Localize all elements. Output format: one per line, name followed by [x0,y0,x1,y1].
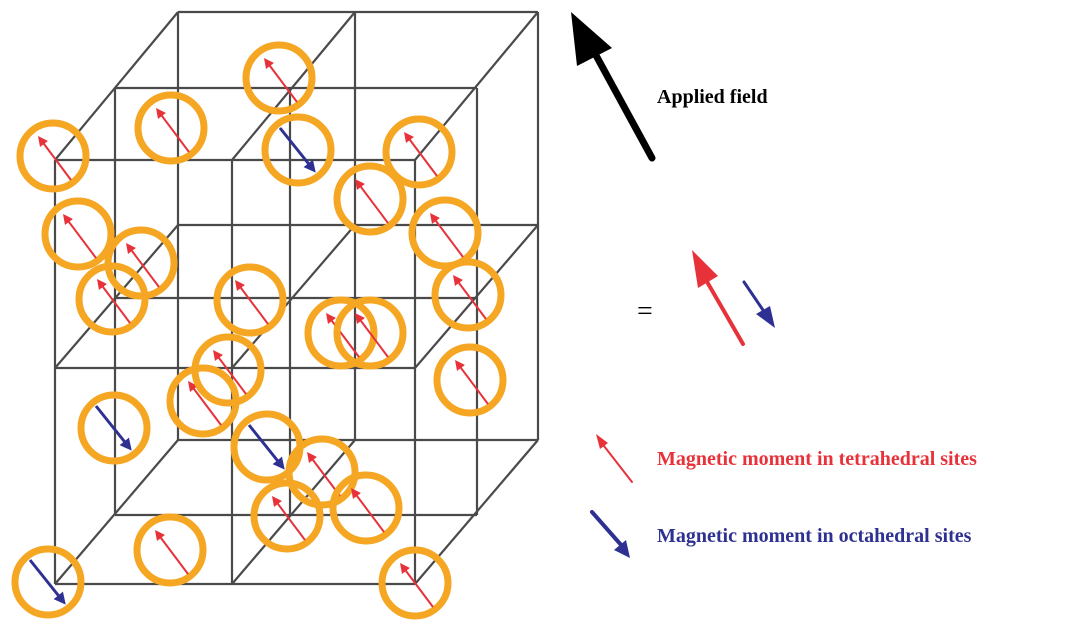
tetrahedral-site [329,471,403,545]
tetrahedral-moment-arrow [213,350,247,395]
tetrahedral-moment-arrow [351,488,385,533]
applied-field-label: Applied field [657,86,768,108]
tetrahedral-site [75,262,149,336]
tetrahedral-site [433,343,507,417]
tetrahedral-site [382,115,456,189]
site-ring [133,513,207,587]
tetrahedral-site [133,513,207,587]
tetrahedral-moment-arrow [264,58,298,103]
site-ring [333,162,407,236]
tetrahedral-moment-arrow [355,179,389,224]
tetrahedral-site [408,196,482,270]
octahedral-site [261,113,335,187]
site-ring [378,546,452,620]
tetrahedral-moment-arrow [38,136,72,181]
site-ring [433,343,507,417]
tetrahedral-site [304,296,378,370]
equals-sign: = [637,296,653,327]
tetrahedral-site [41,197,115,271]
tetrahedral-legend-arrow [596,434,633,483]
octahedral-legend-label: Magnetic moment in octahedral sites [657,525,972,547]
tetrahedral-site [285,435,359,509]
tetrahedral-moment-arrow [430,213,464,258]
tetrahedral-site [242,41,316,115]
site-ring [134,91,208,165]
octahedral-site [11,545,85,619]
site-ring [329,471,403,545]
tetrahedral-site [378,546,452,620]
site-ring [408,196,482,270]
octahedral-legend-arrow [590,510,630,558]
tetrahedral-moment-arrow [455,360,489,405]
tetrahedral-moment-arrow [453,275,487,320]
tetrahedral-moment-arrow [355,313,389,358]
site-ring [213,263,287,337]
octahedral-moment-arrow [247,424,285,470]
tetrahedral-moment-arrow [156,108,190,153]
tetrahedral-legend-label: Magnetic moment in tetrahedral sites [657,448,977,470]
applied-field-arrow [571,12,656,162]
site-ring [285,435,359,509]
site-ring [242,41,316,115]
tetrahedral-moment-arrow [155,530,189,575]
site-ring [11,545,85,619]
tetrahedral-site [191,333,265,407]
octahedral-moment-arrow [278,127,316,173]
tetrahedral-moment-arrow [126,243,160,288]
tetrahedral-moment-arrow [188,381,222,426]
lattice-sites [11,41,507,620]
octahedral-moment-arrow [28,559,66,605]
tetrahedral-site [250,479,324,553]
site-ring [191,333,265,407]
tetrahedral-site [16,119,90,193]
site-ring [431,258,505,332]
octahedral-site [77,391,151,465]
octahedral-moment-arrow [94,405,132,451]
tetrahedral-moment-arrow [400,563,434,608]
tetrahedral-site [134,91,208,165]
tetrahedral-moment-arrow [63,214,97,259]
site-ring [250,479,324,553]
site-ring [382,115,456,189]
tetrahedral-moment-arrow [97,279,131,324]
site-ring [75,262,149,336]
net-moment-arrows [692,250,775,346]
tetrahedral-site [431,258,505,332]
site-ring [16,119,90,193]
site-ring [77,391,151,465]
site-ring [333,296,407,370]
tetrahedral-moment-arrow [235,280,269,325]
tetrahedral-site [213,263,287,337]
tetrahedral-site [333,162,407,236]
tetrahedral-moment-arrow [404,132,438,177]
tetrahedral-moment-arrow [326,313,360,358]
cubic-lattice-frame [53,10,540,586]
tetrahedral-moment-arrow [272,496,306,541]
site-ring [261,113,335,187]
tetrahedral-site [333,296,407,370]
site-ring [304,296,378,370]
site-ring [41,197,115,271]
